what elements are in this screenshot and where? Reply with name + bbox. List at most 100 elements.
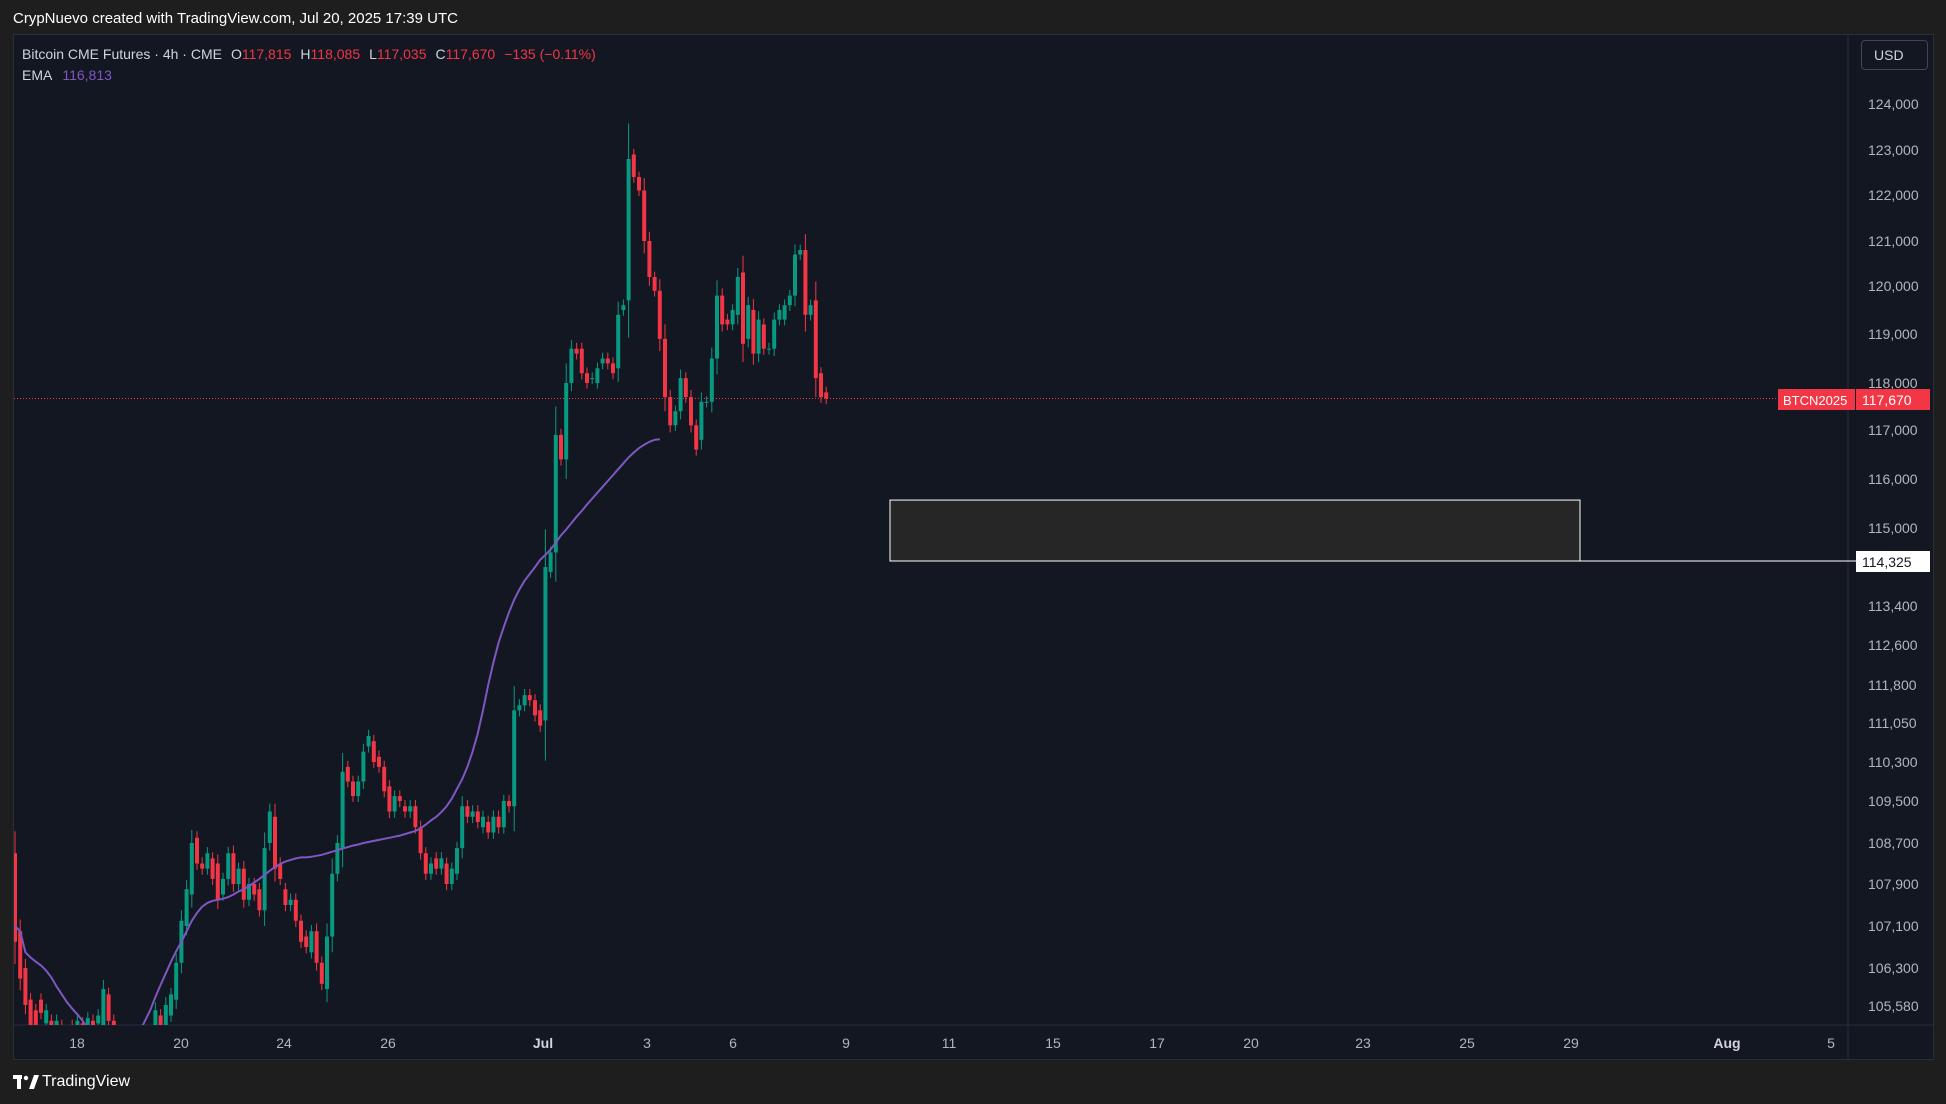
candle-body xyxy=(751,310,756,354)
price-tick-label: 112,600 xyxy=(1868,637,1918,653)
low-value: 117,035 xyxy=(376,46,427,62)
candle xyxy=(257,882,262,917)
candle-body xyxy=(611,363,615,374)
candle xyxy=(14,831,17,965)
zone-box[interactable] xyxy=(889,499,1581,562)
candle xyxy=(247,877,251,907)
time-axis[interactable]: 18 20 24 26 Jul 3 6 9 11 15 17 20 23 25 29 Aug 5 xyxy=(69,1035,1835,1051)
candle xyxy=(501,794,506,834)
candle xyxy=(808,299,813,321)
candle xyxy=(158,1009,163,1025)
candle-body xyxy=(813,300,818,379)
candle-body xyxy=(595,368,600,383)
change-value: −135 (−0.11%) xyxy=(504,46,596,62)
candle xyxy=(824,386,829,405)
candle xyxy=(335,835,340,882)
symbol-tag-bg xyxy=(1778,389,1855,410)
candle xyxy=(39,993,43,1020)
candle xyxy=(23,958,28,1015)
open-value: 117,815 xyxy=(241,46,292,62)
candle-body xyxy=(756,319,761,354)
currency-button[interactable]: USD xyxy=(1861,40,1928,70)
price-tick-label: 107,100 xyxy=(1868,918,1919,934)
candle-body xyxy=(574,348,579,354)
candle xyxy=(325,923,329,1003)
candle xyxy=(210,852,215,886)
candle xyxy=(611,357,615,380)
price-tick-label: 111,800 xyxy=(1868,677,1917,693)
candle xyxy=(678,369,683,420)
candle-body xyxy=(616,314,621,369)
candle-body xyxy=(512,710,517,807)
price-tick-label: 117,000 xyxy=(1868,422,1918,438)
candle xyxy=(273,803,277,882)
price-tick-label: 111,050 xyxy=(1868,715,1917,731)
ema-label[interactable]: EMA xyxy=(22,67,53,83)
candle-body xyxy=(585,373,589,383)
time-tick-label: 20 xyxy=(173,1035,189,1051)
high-label: H xyxy=(300,46,311,62)
candle xyxy=(189,829,194,908)
candle xyxy=(777,304,782,326)
close-value: 117,670 xyxy=(445,46,496,62)
candle xyxy=(33,1003,38,1025)
tradingview-brand[interactable]: TradingView xyxy=(42,1073,131,1090)
candle xyxy=(720,288,725,332)
candle-body xyxy=(803,250,808,315)
candle-body xyxy=(91,1020,95,1025)
price-axis[interactable]: 124,000 123,000 122,000 121,000 120,000 119,0… xyxy=(1868,96,1919,1014)
candle-body xyxy=(538,710,543,726)
candle xyxy=(689,390,693,433)
candle xyxy=(309,924,314,959)
candle-body xyxy=(704,401,709,403)
candle xyxy=(205,847,210,875)
time-tick-label: Jul xyxy=(533,1035,553,1051)
bottom-bar xyxy=(0,1060,1946,1104)
candle-body xyxy=(18,931,23,979)
candle-body xyxy=(678,378,683,412)
candle xyxy=(600,352,605,370)
candle-body xyxy=(590,378,595,380)
candle-body xyxy=(351,781,355,797)
legend-ema: EMA 116,813 xyxy=(22,67,112,83)
candle xyxy=(408,800,413,818)
time-tick-label: 17 xyxy=(1149,1035,1165,1051)
candle xyxy=(387,780,392,819)
candle-body xyxy=(226,853,231,879)
candle-body xyxy=(481,816,485,828)
price-tick-label: 121,000 xyxy=(1868,233,1919,249)
candle xyxy=(585,367,589,389)
symbol-title[interactable]: Bitcoin CME Futures · 4h · CME xyxy=(22,46,222,62)
candle xyxy=(470,805,475,824)
candle-body xyxy=(533,700,537,716)
candle xyxy=(637,171,641,196)
candle xyxy=(673,405,678,431)
candle xyxy=(101,979,106,1025)
candle xyxy=(657,279,662,352)
candle xyxy=(122,1030,126,1048)
time-tick-label: 18 xyxy=(69,1035,85,1051)
candle xyxy=(278,857,283,886)
candle xyxy=(517,699,522,717)
candle xyxy=(153,1002,158,1025)
candle-body xyxy=(621,305,626,310)
time-tick-label: 20 xyxy=(1243,1035,1259,1051)
candle xyxy=(486,815,491,839)
candle-body xyxy=(434,858,439,869)
candle-body xyxy=(605,358,610,364)
candle xyxy=(631,148,636,183)
candle xyxy=(143,1041,147,1059)
candle-body xyxy=(418,827,423,854)
candle-body xyxy=(501,801,506,828)
candle-body xyxy=(293,899,298,921)
candle xyxy=(49,1014,54,1025)
candle-body xyxy=(80,1023,85,1025)
legend-ohlc: Bitcoin CME Futures · 4h · CME O117,815 H1… xyxy=(22,46,596,62)
candle xyxy=(813,281,818,398)
candle xyxy=(730,304,735,331)
price-tick-label: 124,000 xyxy=(1868,96,1919,112)
candle-body xyxy=(184,889,189,926)
candle-body xyxy=(371,741,376,762)
candle xyxy=(96,1009,101,1025)
